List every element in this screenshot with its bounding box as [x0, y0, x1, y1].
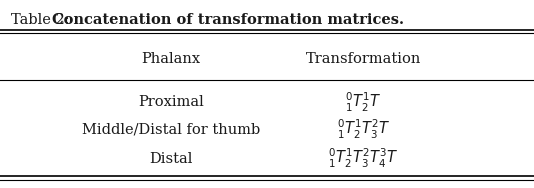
- Text: Transformation: Transformation: [305, 52, 421, 66]
- Text: Table 2:: Table 2:: [11, 13, 74, 27]
- Text: Distal: Distal: [149, 152, 193, 166]
- Text: $^0_1T^1_2T^2_3T$: $^0_1T^1_2T^2_3T$: [336, 118, 390, 141]
- Text: Proximal: Proximal: [138, 96, 204, 109]
- Text: Middle/Distal for thumb: Middle/Distal for thumb: [82, 123, 260, 137]
- Text: Phalanx: Phalanx: [142, 52, 200, 66]
- Text: $^0_1T^1_2T^2_3T^3_4T$: $^0_1T^1_2T^2_3T^3_4T$: [328, 147, 398, 171]
- Text: Concatenation of transformation matrices.: Concatenation of transformation matrices…: [52, 13, 404, 27]
- Text: $^0_1T^1_2T$: $^0_1T^1_2T$: [345, 91, 381, 114]
